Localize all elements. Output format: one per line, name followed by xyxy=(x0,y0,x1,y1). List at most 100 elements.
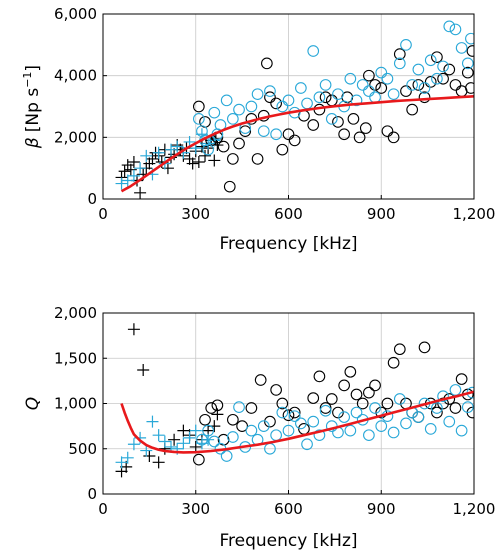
plus-marker-black xyxy=(127,156,140,168)
circle-marker-cyan xyxy=(393,393,406,405)
circle-marker-black xyxy=(381,397,394,410)
y-tick-label: 2,000 xyxy=(54,128,97,146)
y-tick-label: 6,000 xyxy=(54,5,97,23)
circle-marker-black xyxy=(393,48,406,60)
circle-marker-cyan xyxy=(437,390,449,403)
circle-marker-black xyxy=(264,91,276,104)
circle-marker-cyan xyxy=(301,97,313,110)
circle-marker-black xyxy=(375,82,388,94)
circle-marker-cyan xyxy=(325,112,338,125)
plus-marker-black xyxy=(177,424,190,437)
circle-marker-black xyxy=(261,57,273,70)
circle-marker-cyan xyxy=(257,420,270,432)
x-axis-label: Frequency [kHz] xyxy=(219,234,357,254)
circle-marker-black xyxy=(363,386,375,399)
y-axis-unit: [Np s xyxy=(23,88,43,133)
circle-marker-cyan xyxy=(251,88,264,101)
circle-marker-black xyxy=(236,420,248,432)
circle-marker-cyan xyxy=(461,401,474,413)
circle-marker-black xyxy=(412,79,425,91)
circle-marker-cyan xyxy=(369,91,381,104)
circle-marker-cyan xyxy=(344,424,357,437)
circle-marker-cyan xyxy=(381,72,394,85)
y-axis-bracket: ] xyxy=(23,65,43,72)
circle-marker-cyan xyxy=(400,417,412,430)
circle-marker-black xyxy=(282,128,295,141)
circle-marker-black xyxy=(332,116,344,128)
circle-marker-black xyxy=(282,409,295,422)
plus-marker-black xyxy=(152,456,165,469)
y-tick-label: 0 xyxy=(87,485,97,503)
circle-marker-black xyxy=(254,374,267,386)
plus-marker-cyan xyxy=(115,177,128,190)
circle-marker-cyan xyxy=(270,429,282,442)
circle-marker-black xyxy=(418,341,431,354)
circle-marker-cyan xyxy=(192,112,205,125)
x-tick-label: 300 xyxy=(181,500,210,518)
x-tick-label: 1,200 xyxy=(453,205,496,223)
circle-marker-black xyxy=(387,131,400,144)
circle-marker-cyan xyxy=(400,38,412,51)
circle-marker-black xyxy=(393,343,406,356)
circle-marker-cyan xyxy=(363,429,375,442)
plus-marker-cyan xyxy=(202,137,215,150)
circle-marker-black xyxy=(461,66,474,79)
beta-plot: 0 300 600 900 1,200 0 2,000 4,000 6,000 Frequency… xyxy=(21,5,495,254)
circle-marker-black xyxy=(276,397,289,410)
plus-marker-cyan xyxy=(177,437,190,450)
circle-marker-black xyxy=(353,131,366,144)
circle-marker-black xyxy=(245,402,258,414)
y-axis-label: Q xyxy=(23,397,43,410)
data-layer xyxy=(115,20,474,199)
circle-marker-black xyxy=(211,399,224,412)
plus-marker-black xyxy=(118,165,131,178)
circle-marker-black xyxy=(449,79,462,91)
circle-marker-cyan xyxy=(307,45,320,57)
circle-marker-cyan xyxy=(418,82,431,94)
plus-marker-cyan xyxy=(127,169,140,182)
plus-marker-cyan xyxy=(158,435,171,448)
circle-marker-cyan xyxy=(465,32,474,45)
circle-marker-cyan xyxy=(295,417,307,430)
y-tick-label: 0 xyxy=(87,190,97,208)
plus-marker-cyan xyxy=(152,429,165,442)
circle-marker-black xyxy=(338,128,351,141)
y-tick-label: 1,000 xyxy=(54,395,97,413)
circle-marker-black xyxy=(307,392,320,404)
circle-marker-cyan xyxy=(338,411,351,423)
circle-marker-cyan xyxy=(424,54,437,67)
circle-marker-black xyxy=(199,413,211,426)
circle-marker-black xyxy=(264,415,276,428)
circle-marker-cyan xyxy=(295,82,307,94)
q-plot: 0 300 600 900 1,200 0 500 1,000 1,500 2,000 Freque… xyxy=(23,304,495,551)
circle-marker-cyan xyxy=(196,433,208,446)
plus-marker-black xyxy=(134,186,147,199)
circle-marker-cyan xyxy=(301,438,313,451)
circle-marker-cyan xyxy=(282,424,295,437)
circle-marker-cyan xyxy=(431,72,443,85)
circle-marker-black xyxy=(424,75,437,88)
circle-marker-black xyxy=(359,122,372,134)
circle-marker-cyan xyxy=(356,79,369,91)
circle-marker-cyan xyxy=(455,424,468,437)
y-tick-label: 1,500 xyxy=(54,349,97,367)
circle-marker-black xyxy=(192,453,205,466)
plus-marker-black xyxy=(143,157,156,170)
plus-marker-black xyxy=(161,162,174,175)
circle-marker-black xyxy=(288,406,301,419)
x-tick-label: 600 xyxy=(274,500,303,518)
circle-marker-cyan xyxy=(313,91,326,104)
circle-marker-black xyxy=(325,94,338,107)
plus-marker-cyan xyxy=(165,143,178,156)
x-tick-label: 300 xyxy=(181,205,210,223)
circle-marker-cyan xyxy=(412,63,425,76)
y-tick-label: 4,000 xyxy=(54,67,97,85)
circle-marker-cyan xyxy=(257,125,270,138)
plus-marker-cyan xyxy=(189,424,202,437)
circle-marker-black xyxy=(307,119,320,131)
circle-marker-black xyxy=(270,384,282,396)
circle-marker-cyan xyxy=(319,79,332,91)
circle-marker-black xyxy=(192,100,205,113)
plus-marker-cyan xyxy=(140,444,153,457)
